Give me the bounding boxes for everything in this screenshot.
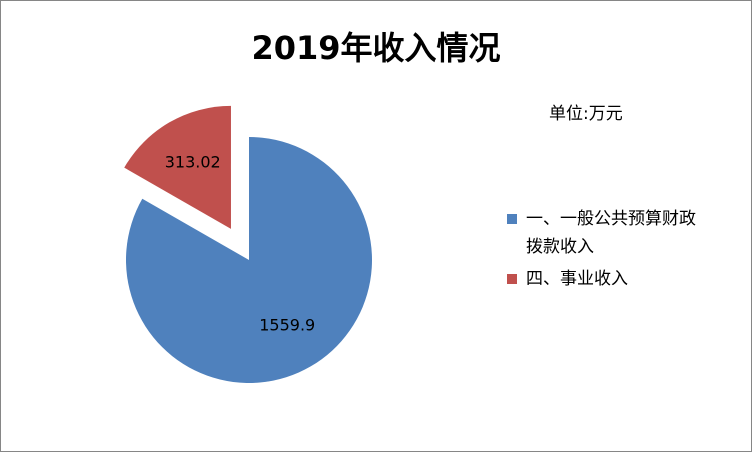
legend-swatch [507,214,517,224]
pie-slice [126,137,372,383]
legend-label: 一、一般公共预算财政拨款收入 [526,209,696,257]
legend-swatch [507,274,517,284]
data-label: 313.02 [165,152,221,171]
chart-title: 2019年收入情况 [251,29,501,67]
legend-label: 四、事业收入 [526,269,628,289]
legend-item: 一、一般公共预算财政拨款收入 [507,205,707,261]
unit-note: 单位:万元 [549,104,623,124]
pie-slice [124,105,231,229]
legend-item: 四、事业收入 [507,265,707,293]
legend: 一、一般公共预算财政拨款收入 四、事业收入 [507,205,707,297]
data-label: 1559.9 [259,315,315,334]
